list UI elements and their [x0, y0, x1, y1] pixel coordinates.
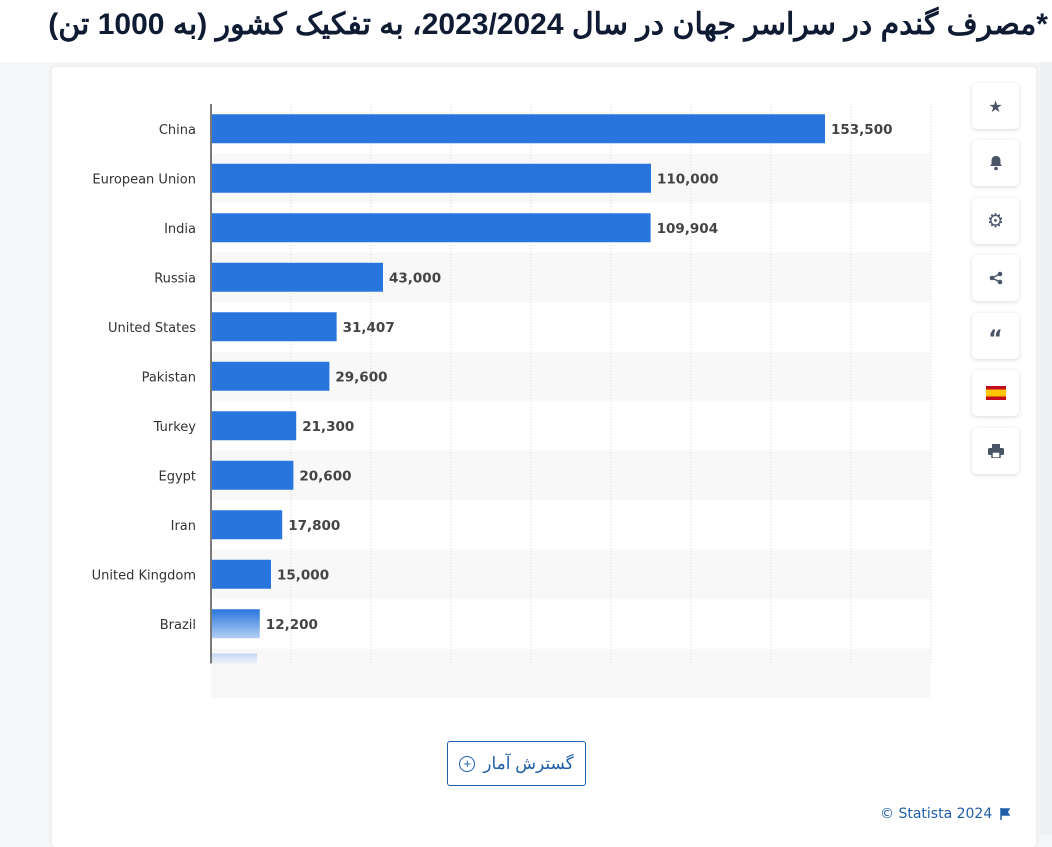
plus-circle-icon: +: [459, 755, 476, 772]
bell-icon: [989, 156, 1002, 171]
row-band: [211, 549, 931, 599]
page-title: *مصرف گندم در سراسر جهان در سال 2023/202…: [0, 2, 1052, 52]
settings-button[interactable]: ⚙: [972, 198, 1019, 244]
bar-pakistan[interactable]: [212, 361, 330, 391]
quote-icon: “: [988, 327, 1003, 352]
cite-button[interactable]: “: [972, 313, 1019, 359]
flag-icon: [1000, 808, 1011, 820]
bar-china[interactable]: [212, 114, 825, 144]
favorite-button[interactable]: ★: [972, 83, 1019, 129]
bar-russia[interactable]: [212, 262, 383, 292]
print-icon: [987, 444, 1004, 458]
print-button[interactable]: [972, 428, 1019, 474]
value-label: 110,000: [657, 171, 719, 187]
category-label: Egypt: [158, 469, 196, 484]
category-label: China: [159, 123, 196, 138]
category-label: Iran: [171, 519, 196, 534]
category-label: India: [164, 222, 196, 237]
value-label: 17,800: [288, 518, 340, 534]
bar-european-union[interactable]: [212, 163, 651, 193]
bar-united-kingdom[interactable]: [212, 559, 271, 589]
category-label: Russia: [154, 271, 196, 286]
category-label: European Union: [92, 172, 196, 187]
star-icon: ★: [988, 96, 1003, 116]
value-label: 21,300: [302, 419, 354, 435]
gear-icon: ⚙: [986, 210, 1005, 232]
row-band: [211, 450, 931, 500]
value-label: 109,904: [657, 221, 719, 237]
row-band: [211, 351, 931, 401]
bar-india[interactable]: [212, 213, 651, 243]
share-button[interactable]: [972, 255, 1019, 301]
bar-brazil[interactable]: [212, 609, 260, 639]
share-icon: [989, 271, 1002, 285]
spain-flag-icon: [985, 386, 1006, 400]
bar-egypt[interactable]: [212, 460, 294, 490]
value-label: 31,407: [343, 320, 395, 336]
expand-statistic-button[interactable]: گسترش آمار +: [447, 741, 586, 786]
bar-united-states[interactable]: [212, 312, 337, 342]
value-label: 15,000: [277, 567, 329, 583]
language-button[interactable]: [972, 370, 1019, 416]
value-label: 29,600: [335, 369, 387, 385]
value-label: 43,000: [389, 270, 441, 286]
value-label: 153,500: [831, 122, 893, 138]
category-label: United States: [108, 321, 196, 336]
bar-turkey[interactable]: [212, 411, 297, 441]
category-label: Brazil: [160, 618, 196, 633]
bar-iran[interactable]: [212, 510, 283, 540]
category-label: Pakistan: [142, 370, 196, 385]
expand-label: گسترش آمار: [483, 753, 574, 773]
row-band: [211, 648, 931, 698]
value-label: 20,600: [299, 468, 351, 484]
page-edge: [1040, 62, 1052, 835]
value-label: 12,200: [266, 617, 318, 633]
category-label: United Kingdom: [92, 568, 196, 583]
notification-button[interactable]: [972, 140, 1019, 186]
credit-text: © Statista 2024: [880, 806, 993, 822]
faded-bar: [212, 653, 257, 666]
statista-credit[interactable]: © Statista 2024: [880, 806, 1011, 822]
category-label: Turkey: [153, 420, 197, 435]
